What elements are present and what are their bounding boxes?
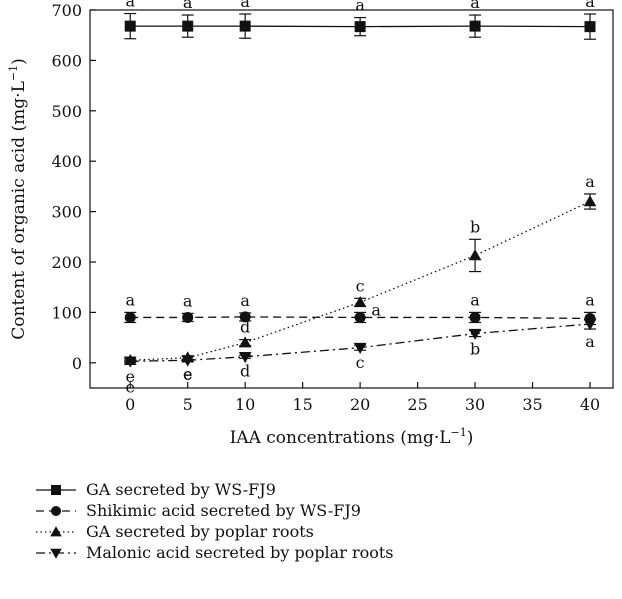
x-tick-label: 25 (407, 395, 427, 414)
legend-label: Shikimic acid secreted by WS-FJ9 (86, 501, 361, 520)
data-point (469, 20, 481, 32)
significance-label: a (585, 0, 595, 11)
data-point (238, 336, 252, 348)
significance-label: a (585, 290, 595, 309)
data-point (182, 311, 194, 323)
data-point (469, 311, 481, 323)
significance-label: a (125, 290, 135, 309)
legend-item: Shikimic acid secreted by WS-FJ9 (36, 501, 361, 520)
legend-marker (50, 548, 62, 559)
data-point (353, 295, 367, 308)
y-tick-label: 200 (51, 253, 82, 272)
significance-label: a (125, 0, 135, 11)
data-point (468, 328, 482, 340)
legend: GA secreted by WS-FJ9 Shikimic acid secre… (36, 480, 394, 562)
significance-label: a (470, 290, 480, 309)
data-point (468, 249, 482, 261)
significance-label: e (183, 364, 192, 383)
significance-label: c (356, 276, 365, 295)
data-point (239, 311, 251, 323)
x-axis: 0 5 10 15 20 25 30 35 40 (125, 382, 600, 414)
series-line (130, 25, 591, 28)
data-point (583, 319, 597, 331)
significance-label: a (371, 300, 381, 319)
data-point (123, 356, 137, 368)
y-tick-label: 0 (72, 354, 82, 373)
significance-label: d (240, 361, 250, 380)
significance-label: a (240, 291, 250, 310)
legend-label: Malonic acid secreted by poplar roots (86, 543, 394, 562)
legend-label: GA secreted by WS-FJ9 (86, 480, 276, 499)
data-point (584, 21, 596, 33)
y-tick-label: 300 (51, 203, 82, 222)
data-point (124, 311, 136, 323)
legend-item: GA secreted by poplar roots (36, 522, 314, 541)
data-point (354, 21, 366, 33)
legend-marker (51, 506, 61, 516)
data-point (239, 20, 251, 32)
plot-frame (89, 9, 614, 389)
y-axis-label: Content of organic acid (mg·L−1) (7, 58, 29, 339)
significance-label: d (240, 318, 250, 337)
series-line (130, 316, 591, 320)
y-tick-label: 600 (51, 51, 82, 70)
significance-label: a (470, 0, 480, 12)
data-point (124, 20, 136, 32)
legend-label: GA secreted by poplar roots (86, 522, 314, 541)
x-tick-label: 35 (522, 395, 542, 414)
significance-label: a (240, 0, 250, 11)
y-axis: 0 100 200 300 400 500 600 700 (51, 1, 96, 373)
x-tick-label: 5 (183, 395, 193, 414)
significance-label: c (356, 353, 365, 372)
significance-label: e (183, 365, 192, 384)
significance-label: b (470, 340, 480, 359)
significance-label: a (585, 172, 595, 191)
data-point (182, 20, 194, 32)
y-tick-label: 400 (51, 152, 82, 171)
series-4: e e d c b a (123, 318, 597, 396)
significance-label: a (183, 291, 193, 310)
x-tick-label: 30 (465, 395, 485, 414)
series-2: a a aaa a (124, 290, 597, 326)
y-tick-label: 500 (51, 102, 82, 121)
data-point (238, 352, 252, 364)
significance-label: a (183, 0, 193, 12)
data-point (181, 355, 195, 367)
x-tick-label: 40 (580, 395, 600, 414)
x-tick-label: 0 (125, 395, 135, 414)
x-tick-label: 20 (350, 395, 370, 414)
x-axis-label: IAA concentrations (mg·L−1) (230, 426, 474, 448)
legend-marker (50, 526, 62, 537)
y-tick-label: 700 (51, 1, 82, 20)
data-point (354, 311, 366, 323)
data-point (583, 195, 597, 207)
y-tick-label: 100 (51, 303, 82, 322)
legend-marker (51, 485, 61, 495)
significance-label: b (470, 217, 480, 236)
significance-label: a (355, 0, 365, 15)
x-tick-label: 10 (235, 395, 255, 414)
data-point (353, 342, 367, 355)
legend-item: GA secreted by WS-FJ9 (36, 480, 276, 499)
significance-label: a (585, 332, 595, 351)
x-tick-label: 15 (292, 395, 312, 414)
legend-item: Malonic acid secreted by poplar roots (36, 543, 394, 562)
significance-label: e (125, 367, 134, 386)
